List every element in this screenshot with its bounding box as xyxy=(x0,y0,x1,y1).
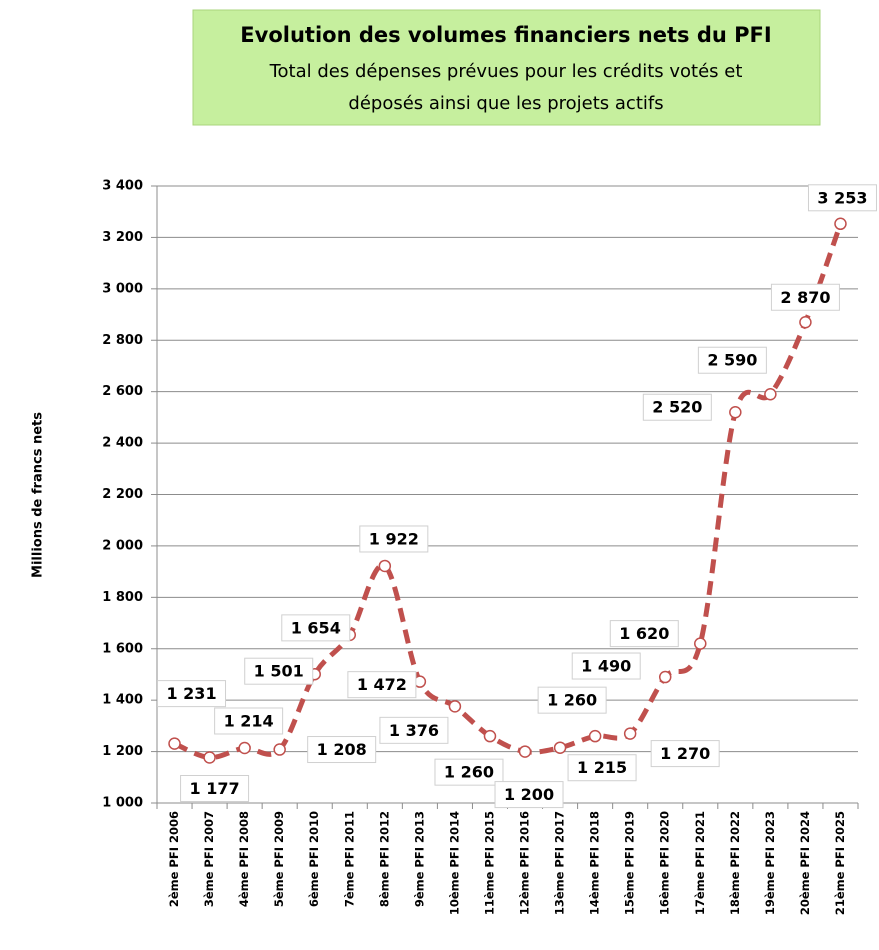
value-label-box xyxy=(650,740,720,768)
data-point xyxy=(203,751,216,764)
x-tick-label: 16ème PFI 2020 xyxy=(658,811,672,915)
value-label: 1 208 xyxy=(317,740,367,759)
value-label-box xyxy=(609,620,679,648)
data-point xyxy=(448,700,462,713)
value-label: 1 200 xyxy=(504,785,554,804)
data-point xyxy=(273,743,286,756)
data-point xyxy=(834,217,847,231)
y-tick-label: 1 000 xyxy=(102,796,143,811)
x-tick-label: 2ème PFI 2006 xyxy=(167,811,181,907)
data-point xyxy=(483,729,497,743)
value-label-box xyxy=(807,184,877,212)
value-label: 1 214 xyxy=(224,711,274,730)
y-tick-label: 1 800 xyxy=(102,590,143,605)
x-tick-label: 3ème PFI 2007 xyxy=(202,811,216,907)
x-tick-label: 20ème PFI 2024 xyxy=(798,811,812,915)
data-point xyxy=(168,737,181,750)
chart-subtitle: Total des dépenses prévues pour les créd… xyxy=(269,61,743,82)
value-label-box xyxy=(281,614,351,642)
y-tick-label: 2 000 xyxy=(102,538,143,553)
value-label: 1 620 xyxy=(619,624,669,643)
x-tick-label: 14ème PFI 2018 xyxy=(588,811,602,915)
value-label-box xyxy=(180,774,250,802)
value-label: 3 253 xyxy=(817,188,867,207)
x-tick-label: 6ème PFI 2010 xyxy=(307,811,321,907)
x-tick-label: 11ème PFI 2015 xyxy=(482,811,496,915)
x-tick-label: 4ème PFI 2008 xyxy=(237,811,251,907)
y-tick-label: 3 400 xyxy=(102,179,143,194)
value-label: 1 376 xyxy=(389,721,439,740)
y-tick-label: 1 600 xyxy=(102,641,143,656)
value-label: 1 177 xyxy=(190,779,240,798)
value-label: 2 520 xyxy=(652,398,702,417)
data-point xyxy=(799,316,812,329)
data-point xyxy=(378,559,392,573)
x-tick-label: 15ème PFI 2019 xyxy=(623,811,637,915)
value-label: 1 472 xyxy=(357,675,407,694)
value-label-box xyxy=(494,781,564,809)
data-point xyxy=(553,741,567,754)
chart-subtitle: déposés ainsi que les projets actifs xyxy=(348,93,663,114)
value-label-box xyxy=(307,736,377,764)
value-label: 1 501 xyxy=(254,662,304,681)
data-point xyxy=(623,727,637,740)
value-label-box xyxy=(642,393,712,421)
x-tick-label: 10ème PFI 2014 xyxy=(447,811,461,915)
x-tick-label: 5ème PFI 2009 xyxy=(272,811,286,907)
data-point xyxy=(588,729,602,743)
data-point xyxy=(518,745,532,758)
value-label-box xyxy=(770,283,840,311)
value-label-box xyxy=(359,525,429,553)
x-tick-label: 21ème PFI 2025 xyxy=(833,811,847,915)
value-label: 1 215 xyxy=(577,758,627,777)
value-label-box xyxy=(567,754,637,782)
y-tick-label: 2 800 xyxy=(102,333,143,348)
x-tick-label: 9ème PFI 2013 xyxy=(412,811,426,907)
value-label-box xyxy=(697,346,767,374)
y-tick-label: 2 600 xyxy=(102,384,143,399)
value-label: 1 260 xyxy=(547,691,597,710)
y-tick-label: 2 400 xyxy=(102,436,143,451)
value-label: 1 922 xyxy=(369,529,419,548)
x-tick-label: 18ème PFI 2022 xyxy=(728,811,742,915)
value-label-box xyxy=(347,671,417,699)
y-tick-label: 1 200 xyxy=(102,744,143,759)
x-tick-label: 7ème PFI 2011 xyxy=(342,811,356,907)
value-label: 1 270 xyxy=(660,744,710,763)
x-tick-label: 17ème PFI 2021 xyxy=(693,811,707,915)
value-label-box xyxy=(244,657,314,685)
value-label: 1 654 xyxy=(291,618,341,637)
y-tick-label: 3 000 xyxy=(102,281,143,296)
y-tick-label: 2 200 xyxy=(102,487,143,502)
value-label: 1 231 xyxy=(166,684,216,703)
data-point xyxy=(729,405,742,419)
value-label: 1 490 xyxy=(581,657,631,676)
value-label-box xyxy=(434,758,504,786)
y-tick-label: 1 400 xyxy=(102,693,143,708)
data-point xyxy=(764,387,777,401)
value-label: 2 590 xyxy=(707,351,757,370)
data-point xyxy=(658,670,672,684)
chart-title: Evolution des volumes financiers nets du… xyxy=(240,23,771,47)
value-label-box xyxy=(214,707,284,735)
data-point xyxy=(238,741,251,755)
x-tick-label: 13ème PFI 2017 xyxy=(553,811,567,915)
value-label-box xyxy=(537,686,607,714)
value-label-box xyxy=(379,716,449,744)
y-axis-label: Millions de francs nets xyxy=(31,412,46,578)
value-label-box xyxy=(157,680,227,708)
x-tick-label: 12ème PFI 2016 xyxy=(518,811,532,915)
value-label: 2 870 xyxy=(780,288,830,307)
value-label: 1 260 xyxy=(444,763,494,782)
x-tick-label: 8ème PFI 2012 xyxy=(377,811,391,907)
x-tick-label: 19ème PFI 2023 xyxy=(763,811,777,915)
y-tick-label: 3 200 xyxy=(102,230,143,245)
data-point xyxy=(694,637,707,650)
title-box xyxy=(192,9,821,126)
value-label-box xyxy=(571,652,641,680)
